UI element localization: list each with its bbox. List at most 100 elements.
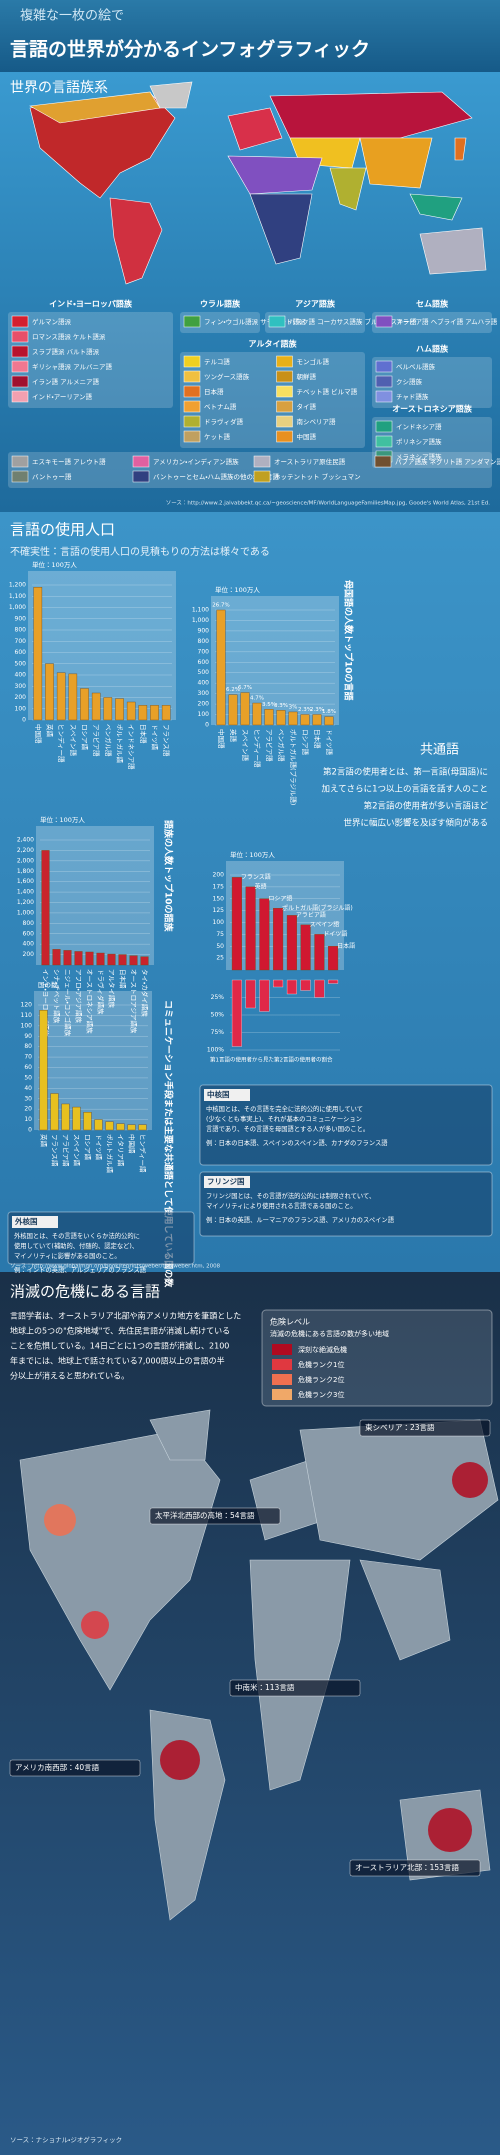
- bar: [324, 716, 334, 726]
- legend-title: 危険レベル: [270, 1317, 310, 1327]
- callout-box: [9, 1759, 141, 1777]
- callout-title: オーストラリア北部：153言語: [355, 1863, 459, 1872]
- legend-box: [372, 417, 492, 468]
- paragraph-line: 分以上が消えると思われている。: [10, 1371, 129, 1381]
- info-title: 中核国: [207, 1089, 230, 1099]
- info-text: (少なくとも事実上)、それが基本のコミュニケーション: [206, 1114, 362, 1123]
- bar: [83, 1112, 92, 1131]
- x-tick-label: スペイン語: [241, 729, 249, 762]
- y-tick-label: 1,800: [17, 868, 34, 875]
- x-tick-label: ヒンディー語: [253, 729, 262, 768]
- legend-swatch: [11, 390, 29, 403]
- y-tick-label: 90: [24, 1033, 32, 1040]
- y-tick-label: 800: [198, 638, 210, 645]
- x-tick-label: アラビア語: [62, 1134, 71, 1167]
- bar: [116, 1123, 125, 1131]
- legend-swatch: [374, 455, 392, 468]
- legend-label: ケット語: [204, 433, 231, 441]
- legend-swatch: [11, 315, 29, 328]
- bar: [61, 1103, 70, 1131]
- info-text: 外核国とは、その言語をいくらか法的公的に: [14, 1231, 140, 1240]
- y-tick-label: 500: [15, 660, 27, 667]
- legend-label: 深刻な絶滅危機: [298, 1345, 347, 1354]
- legend-swatch: [276, 370, 293, 383]
- bar: [138, 1124, 147, 1131]
- info-tab: [204, 1089, 250, 1101]
- legend-label: チベット語 ビルマ語: [297, 387, 358, 396]
- bar: [74, 951, 83, 966]
- y-tick-label: 900: [15, 615, 27, 622]
- legend-swatch: [183, 415, 201, 428]
- legend-swatch: [183, 400, 201, 413]
- ratio-bar: [231, 979, 242, 1047]
- x-tick-label: ドイツ語: [323, 931, 347, 938]
- panel-title: 共通語: [420, 743, 459, 758]
- legend-swatch: [276, 355, 293, 368]
- legend-label: チャド語族: [396, 392, 429, 401]
- y-tick-label: 175: [213, 883, 225, 890]
- map-region: [249, 193, 313, 265]
- legend-swatch: [253, 455, 271, 468]
- y-tick-label: 110: [21, 1012, 33, 1019]
- bar: [80, 688, 89, 721]
- panel-text: 世界に幅広い影響を及ぼす傾向がある: [343, 818, 488, 829]
- legend-label: タイ語: [297, 402, 317, 411]
- y-tick-label: 700: [15, 638, 27, 645]
- bar: [140, 956, 149, 966]
- legend-label: ゲルマン語派: [32, 317, 72, 326]
- unit-label: 国の数: [38, 980, 58, 989]
- y-tick-label: 60: [24, 1064, 32, 1071]
- legend-label: バスク語 コーカサス語族 ブルシャスキー語: [289, 317, 417, 326]
- danger-zone: [160, 1740, 200, 1780]
- legend-subtitle: 消滅の危機にある言語の数が多い地域: [270, 1329, 389, 1338]
- legend-label: アラビア語 ヘブライ語 アムハラ語: [396, 317, 498, 326]
- bar: [68, 673, 78, 721]
- y-tick-label: 1,600: [17, 878, 34, 885]
- callout-box: [349, 1859, 481, 1877]
- info-tab: [204, 1176, 250, 1188]
- map-region: [454, 137, 467, 161]
- legend-swatch: [11, 360, 29, 373]
- info-text: 言語であり、その言語を母国語とする人が多い国のこと。: [206, 1124, 369, 1133]
- legend-group-title: ハム語族: [416, 344, 449, 354]
- map-region: [409, 193, 463, 221]
- bar: [85, 951, 94, 966]
- y-tick-label: 700: [198, 648, 210, 655]
- paragraph-line: 言語学者は、オーストラリア北部や南アメリカ地方を筆頭とした: [10, 1311, 241, 1321]
- bar: [264, 709, 274, 726]
- legend-swatch: [272, 1359, 292, 1370]
- map-region: [227, 155, 323, 195]
- x-tick-label: ヒンディー語: [139, 1134, 148, 1173]
- legend-group-title: セム語族: [416, 299, 449, 309]
- legend-swatch: [272, 1374, 292, 1385]
- y-tick-label: 2,400: [17, 837, 34, 844]
- bar: [259, 898, 270, 971]
- legend-swatch: [183, 385, 201, 398]
- map-region: [419, 227, 487, 275]
- chart-note: 第1言語の使用者から見た第2言語の使用者の割合: [210, 1056, 333, 1064]
- legend-group-title: オーストロネシア語族: [392, 404, 473, 414]
- legend-label: ロマンス語派 ケルト語派: [32, 333, 106, 341]
- section-title: 言語の使用人口: [10, 521, 115, 539]
- x-tick-label: フランス語: [51, 1134, 59, 1167]
- info-text: 中核国とは、その言語を完全に法的公的に使用していて: [206, 1104, 363, 1113]
- legend-swatch: [276, 385, 293, 398]
- map-region: [359, 137, 433, 189]
- x-tick-label: アラビア語: [92, 724, 101, 757]
- y-tick-label: 600: [23, 930, 35, 937]
- legend-label: パプア語族 ネグリト語 アンダマン語: [395, 457, 500, 466]
- legend-label: モンゴル語: [297, 357, 330, 366]
- legend-label: 朝鮮語: [297, 372, 317, 381]
- legend-label: 危機ランク2位: [298, 1375, 344, 1384]
- x-tick-label: ロシア語: [301, 729, 309, 756]
- bar: [103, 697, 113, 721]
- y-tick-label: 50: [24, 1074, 32, 1081]
- info-example: 例：日本の英語、ルーマニアのフランス語、アメリカのスペイン語: [206, 1215, 395, 1224]
- y-tick-label: 600: [15, 649, 27, 656]
- legend-box: [372, 357, 492, 408]
- legend-swatch: [253, 470, 271, 483]
- unit-label: 単位：100万人: [215, 585, 260, 594]
- map-region: [329, 167, 367, 211]
- x-tick-label: フランス語: [162, 724, 170, 757]
- info-title: 外核国: [14, 1216, 38, 1226]
